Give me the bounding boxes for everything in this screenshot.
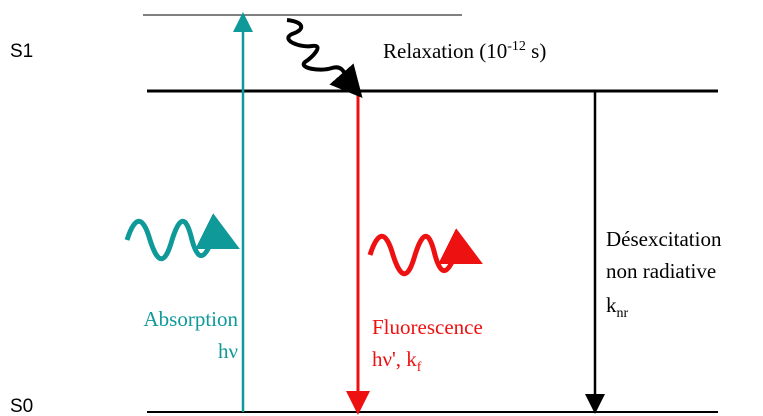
absorption-energy: hν xyxy=(218,339,238,363)
fluorescence-subscript: f xyxy=(417,360,422,375)
nonradiative-rate-text: k xyxy=(606,293,617,317)
relaxation-label: Relaxation (10-12 s) xyxy=(383,39,546,63)
s1-label: S1 xyxy=(10,41,33,62)
nonradiative-line1: Désexcitation xyxy=(606,227,722,251)
nonradiative-rate: knr xyxy=(606,293,629,321)
relaxation-exponent: -12 xyxy=(507,39,526,54)
relaxation-unit: s) xyxy=(526,39,546,63)
nonradiative-line2: non radiative xyxy=(606,259,716,283)
nonradiative-subscript: nr xyxy=(617,306,629,321)
absorption-label: Absorption xyxy=(144,307,239,331)
s0-label: S0 xyxy=(10,396,33,416)
fluorescence-energy: hν', kf xyxy=(372,347,422,375)
fluorescence-label: Fluorescence xyxy=(372,315,483,339)
absorption-wave xyxy=(124,213,240,262)
relaxation-text: Relaxation (10 xyxy=(383,39,507,63)
relaxation-wave xyxy=(286,18,363,99)
fluorescence-wave xyxy=(367,228,483,277)
fluorescence-energy-text: hν', k xyxy=(372,347,417,371)
